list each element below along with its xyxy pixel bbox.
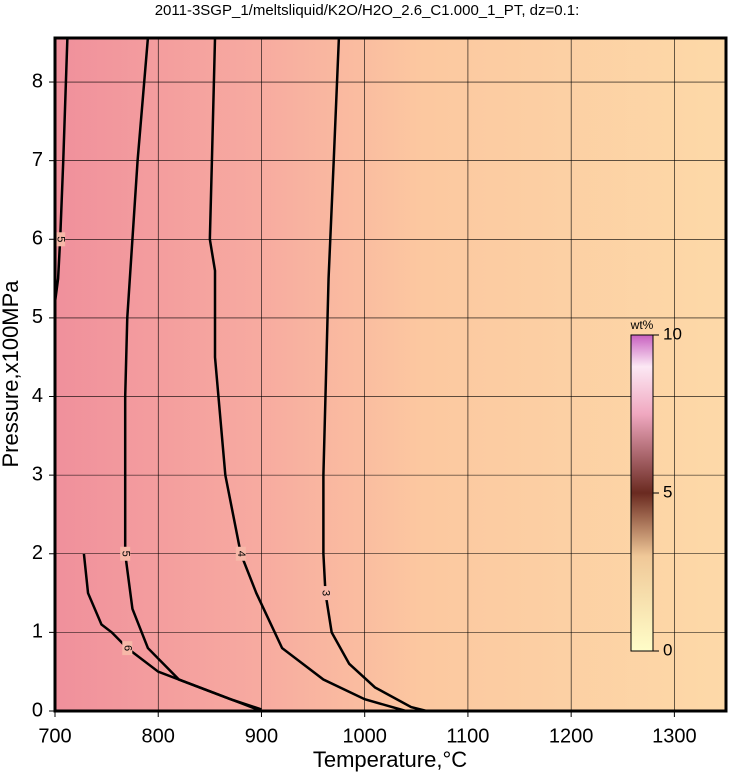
contour-label-bg [55,232,66,247]
y-tick-label: 0 [32,699,43,721]
x-tick-label: 700 [38,725,71,747]
plot-frame [53,36,728,713]
y-tick-label: 5 [32,306,43,328]
y-tick-label: 3 [32,463,43,485]
colorbar [630,334,654,652]
plot-area: 3 4 5 6 5 [53,37,726,713]
x-axis-label: Temperature,°C [313,747,467,772]
x-tick-label: 900 [245,725,278,747]
y-tick-label: 6 [32,228,43,250]
y-tick-label: 7 [32,149,43,171]
colorbar-tick-label: 5 [663,482,672,501]
y-tick-label: 8 [32,70,43,92]
x-tick-label: 1100 [446,725,489,747]
contour-label: 6 [121,645,133,651]
contour-label: 5 [119,551,131,557]
x-tick-label: 1300 [652,725,697,747]
contour-label-bg [120,546,131,561]
colorbar-tick-label: 10 [663,324,682,343]
contour-line [208,37,407,713]
y-tick-label: 2 [32,542,43,564]
contour-label: 4 [235,551,247,557]
x-tick-label: 1000 [342,725,387,747]
x-tick-label: 800 [142,725,175,747]
colorbar-tick-label: 0 [663,640,672,659]
colorbar-label: wt% [630,318,654,332]
contour-label-bg [122,641,133,656]
contour-label-bg [320,586,331,601]
y-tick-label: 1 [32,621,43,643]
contour-label: 5 [54,236,66,242]
chart-title: 2011-3SGP_1/meltsliquid/K2O/H2O_2.6_C1.0… [155,2,580,19]
contour-label-bg [235,546,246,561]
y-axis-label: Pressure,x100MPa [0,280,23,468]
contour-label: 3 [320,590,332,596]
plot-background [55,38,726,711]
x-tick-label: 1200 [549,725,594,747]
y-tick-label: 4 [32,385,43,407]
contour-line [322,37,427,713]
